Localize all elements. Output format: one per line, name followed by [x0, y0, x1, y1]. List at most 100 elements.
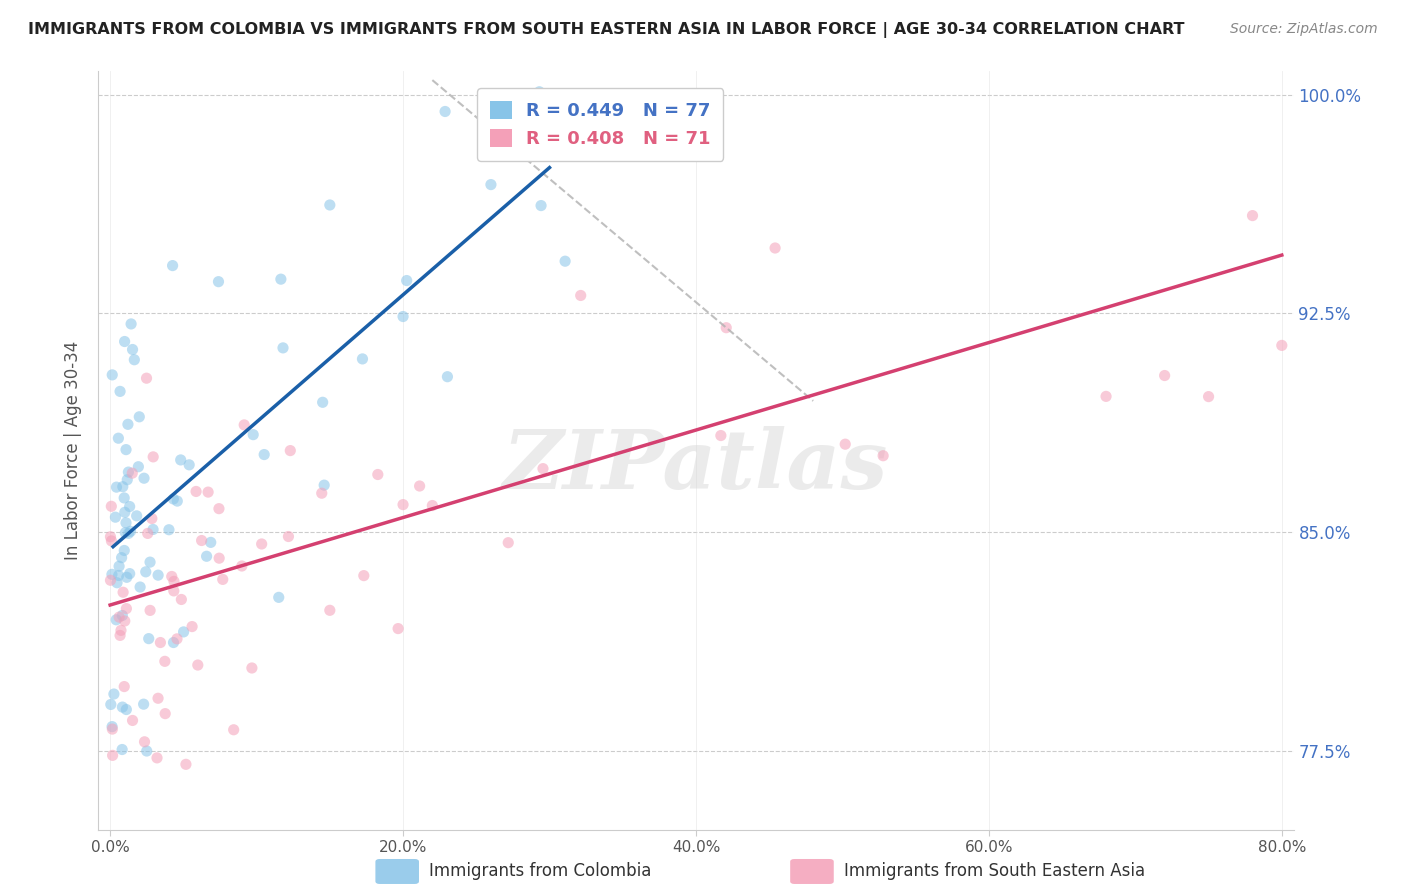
Point [146, 691, 169, 706]
Point [107, 568, 129, 582]
Point [710, 428, 733, 442]
Point [125, 508, 148, 523]
Point [319, 603, 342, 617]
Point [392, 498, 415, 512]
Point [103, 687, 125, 701]
Point [240, 661, 263, 675]
Point [208, 501, 231, 516]
Point [197, 485, 219, 500]
Point [101, 368, 124, 382]
Point [157, 523, 180, 537]
Point [173, 624, 195, 639]
Point [117, 465, 139, 479]
Point [120, 317, 142, 331]
Point [100, 574, 122, 588]
Point [763, 241, 786, 255]
Point [142, 523, 165, 537]
Point [436, 369, 458, 384]
Point [135, 744, 157, 758]
Point [136, 526, 159, 541]
Point [1153, 368, 1175, 383]
Point [138, 632, 160, 646]
Point [207, 275, 229, 289]
Point [135, 565, 157, 579]
Point [114, 614, 136, 628]
Point [250, 537, 273, 551]
Point [101, 720, 124, 734]
Point [121, 466, 143, 480]
Point [105, 575, 128, 590]
Point [1095, 389, 1118, 403]
Point [242, 427, 264, 442]
Point [162, 259, 184, 273]
Point [367, 467, 389, 482]
Point [554, 254, 576, 268]
Point [319, 198, 342, 212]
Text: Immigrants from South Eastern Asia: Immigrants from South Eastern Asia [844, 863, 1144, 880]
Point [422, 499, 444, 513]
Point [111, 700, 134, 714]
Point [101, 567, 124, 582]
Point [162, 635, 184, 649]
Point [114, 334, 136, 349]
Point [100, 533, 122, 548]
Point [479, 178, 502, 192]
Point [170, 592, 193, 607]
Point [267, 591, 290, 605]
Point [277, 529, 299, 543]
Point [166, 632, 188, 646]
Point [112, 585, 135, 599]
Point [108, 628, 131, 642]
Point [134, 735, 156, 749]
Point [139, 603, 162, 617]
Point [408, 479, 430, 493]
Point [160, 569, 183, 583]
Point [387, 622, 409, 636]
Text: Immigrants from Colombia: Immigrants from Colombia [429, 863, 651, 880]
Point [834, 437, 856, 451]
Point [1241, 209, 1264, 223]
Text: Source: ZipAtlas.com: Source: ZipAtlas.com [1230, 22, 1378, 37]
Point [115, 702, 138, 716]
Point [496, 535, 519, 549]
Point [105, 613, 128, 627]
Point [127, 459, 149, 474]
Point [190, 533, 212, 548]
Point [108, 384, 131, 399]
Legend: R = 0.449   N = 77, R = 0.408   N = 71: R = 0.449 N = 77, R = 0.408 N = 71 [478, 88, 723, 161]
Point [163, 574, 186, 589]
Point [353, 568, 375, 582]
Point [872, 449, 894, 463]
Point [101, 748, 124, 763]
Point [100, 698, 122, 712]
Point [112, 680, 135, 694]
Point [395, 274, 418, 288]
Point [115, 516, 138, 530]
Point [128, 409, 150, 424]
Point [314, 478, 336, 492]
Point [208, 551, 231, 566]
Point [104, 510, 127, 524]
Point [231, 559, 253, 574]
Point [118, 566, 141, 581]
Point [311, 486, 333, 500]
Point [121, 343, 143, 357]
Point [352, 351, 374, 366]
Point [112, 491, 135, 505]
Point [129, 580, 152, 594]
Point [184, 484, 207, 499]
Point [195, 549, 218, 564]
Point [117, 417, 139, 432]
Point [434, 104, 457, 119]
Point [114, 505, 136, 519]
Point [146, 568, 169, 582]
Point [529, 85, 551, 99]
Point [110, 550, 132, 565]
Point [121, 714, 143, 728]
Point [132, 471, 155, 485]
Point [149, 635, 172, 649]
Point [141, 511, 163, 525]
Point [531, 461, 554, 475]
Point [101, 722, 124, 736]
Point [112, 543, 135, 558]
